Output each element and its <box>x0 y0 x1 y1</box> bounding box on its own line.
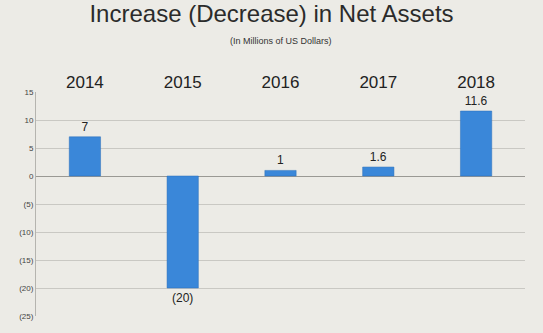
svg-text:(In Millions of US Dollars): (In Millions of US Dollars) <box>230 36 332 46</box>
svg-text:2018: 2018 <box>457 73 495 92</box>
svg-text:1.6: 1.6 <box>370 150 387 164</box>
svg-text:2017: 2017 <box>359 73 397 92</box>
svg-text:2014: 2014 <box>66 73 104 92</box>
svg-text:15: 15 <box>24 88 33 97</box>
svg-text:5: 5 <box>29 144 34 153</box>
svg-text:0: 0 <box>29 172 34 181</box>
svg-text:1: 1 <box>277 153 284 167</box>
svg-text:7: 7 <box>81 120 88 134</box>
svg-text:Increase (Decrease) in Net Ass: Increase (Decrease) in Net Assets <box>89 0 453 27</box>
svg-text:(10): (10) <box>19 228 34 237</box>
svg-text:(20): (20) <box>172 291 193 305</box>
svg-text:10: 10 <box>24 116 33 125</box>
svg-text:11.6: 11.6 <box>465 94 488 108</box>
svg-text:(20): (20) <box>19 284 34 293</box>
svg-text:(15): (15) <box>19 256 34 265</box>
svg-text:2016: 2016 <box>262 73 300 92</box>
svg-text:(5): (5) <box>24 200 34 209</box>
svg-text:(25): (25) <box>19 312 34 321</box>
svg-text:2015: 2015 <box>164 73 202 92</box>
